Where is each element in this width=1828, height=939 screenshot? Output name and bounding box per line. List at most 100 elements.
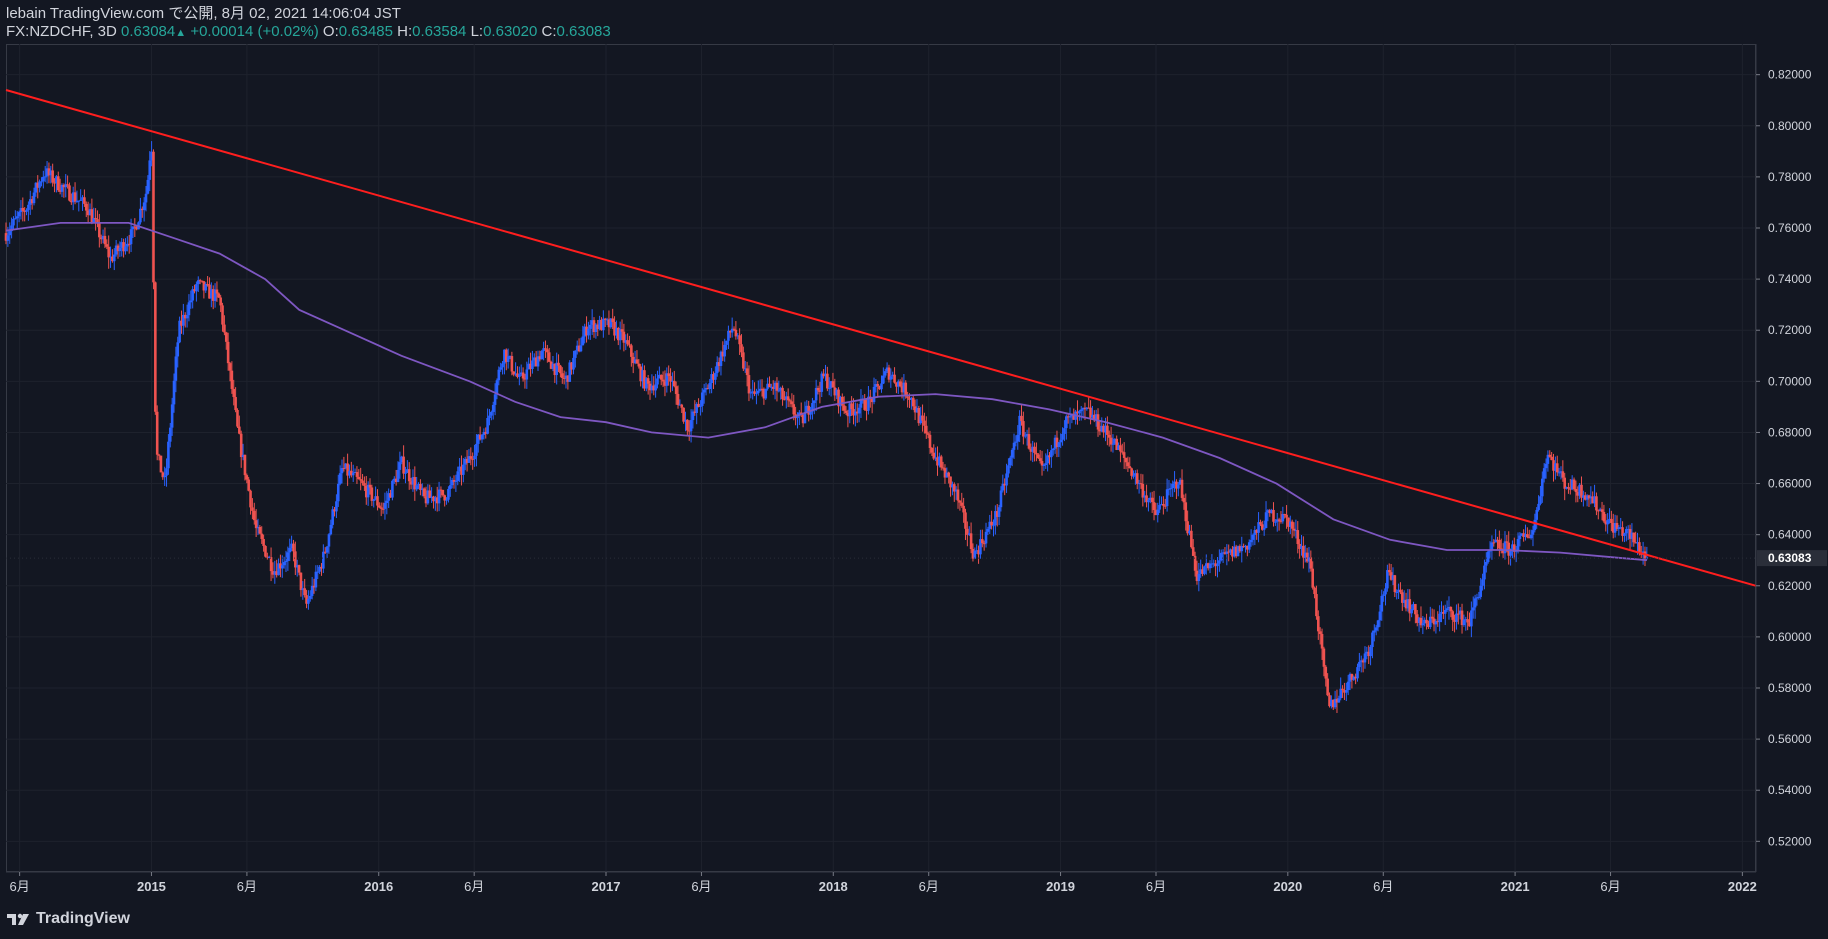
candle-body[interactable]	[1051, 448, 1055, 451]
candle-body[interactable]	[532, 357, 536, 361]
candle-body[interactable]	[1511, 544, 1514, 549]
candle-body[interactable]	[178, 320, 181, 343]
candle-body[interactable]	[560, 373, 564, 378]
candle-body[interactable]	[1537, 503, 1540, 510]
candle-body[interactable]	[1447, 606, 1451, 609]
candle-body[interactable]	[1436, 621, 1440, 623]
candle-body[interactable]	[1270, 509, 1273, 514]
candle-body[interactable]	[549, 361, 553, 369]
candle-body[interactable]	[1085, 407, 1089, 410]
candle-body[interactable]	[1417, 617, 1421, 623]
candle-body[interactable]	[206, 284, 209, 286]
candle-body[interactable]	[1165, 489, 1169, 507]
candle-body[interactable]	[1529, 534, 1533, 539]
candle-body[interactable]	[1499, 548, 1503, 550]
candle-body[interactable]	[1143, 495, 1146, 498]
candle-body[interactable]	[1229, 549, 1232, 553]
symbol-label[interactable]: FX:NZDCHF, 3D	[6, 23, 117, 40]
candle-body[interactable]	[1382, 594, 1385, 596]
candle-body[interactable]	[1393, 575, 1397, 593]
candle-body[interactable]	[613, 322, 616, 336]
candle-body[interactable]	[1318, 631, 1322, 634]
candle-body[interactable]	[1117, 445, 1120, 450]
candle-body[interactable]	[809, 411, 812, 415]
candle-body[interactable]	[577, 345, 581, 352]
candle-body[interactable]	[146, 179, 150, 194]
candle-body[interactable]	[1197, 573, 1201, 581]
candle-body[interactable]	[840, 396, 844, 406]
candle-body[interactable]	[859, 398, 863, 408]
candle-body[interactable]	[1389, 572, 1393, 580]
candle-body[interactable]	[344, 463, 348, 469]
candle-body[interactable]	[167, 441, 170, 469]
candle-body[interactable]	[47, 168, 51, 176]
candle-body[interactable]	[10, 225, 13, 232]
candle-body[interactable]	[796, 415, 799, 419]
candle-body[interactable]	[992, 525, 995, 527]
candle-body[interactable]	[551, 363, 555, 369]
candle-body[interactable]	[40, 181, 43, 183]
candle-body[interactable]	[1007, 465, 1010, 474]
candle-body[interactable]	[1247, 542, 1251, 550]
candle-body[interactable]	[1468, 622, 1471, 627]
candle-body[interactable]	[865, 409, 868, 411]
candle-body[interactable]	[374, 496, 377, 500]
candle-body[interactable]	[17, 212, 21, 217]
candle-body[interactable]	[1490, 542, 1494, 550]
candle-body[interactable]	[1466, 619, 1469, 623]
candle-body[interactable]	[490, 411, 493, 416]
candle-body[interactable]	[107, 246, 110, 258]
candle-body[interactable]	[165, 468, 168, 476]
candle-body[interactable]	[1399, 589, 1402, 593]
candle-body[interactable]	[1453, 619, 1456, 622]
candle-body[interactable]	[1414, 604, 1417, 615]
candle-body[interactable]	[1408, 599, 1412, 614]
candle-body[interactable]	[665, 373, 669, 386]
candle-body[interactable]	[437, 489, 441, 504]
candle-body[interactable]	[814, 387, 818, 401]
candle-body[interactable]	[1569, 488, 1572, 490]
candle-body[interactable]	[618, 329, 622, 341]
candle-body[interactable]	[223, 324, 226, 333]
candle-body[interactable]	[1048, 455, 1051, 458]
candle-body[interactable]	[1507, 542, 1511, 556]
candle-body[interactable]	[1251, 534, 1255, 540]
candle-body[interactable]	[1442, 611, 1445, 614]
candle-body[interactable]	[241, 454, 245, 458]
candle-body[interactable]	[1335, 698, 1339, 703]
candle-body[interactable]	[1492, 542, 1496, 544]
candle-body[interactable]	[1445, 608, 1449, 610]
candle-body[interactable]	[1326, 678, 1329, 696]
candle-body[interactable]	[1289, 521, 1292, 527]
candle-body[interactable]	[781, 387, 784, 400]
candle-body[interactable]	[895, 382, 898, 387]
candle-body[interactable]	[527, 363, 530, 370]
candle-body[interactable]	[1255, 530, 1258, 533]
candle-body[interactable]	[32, 192, 36, 204]
candle-body[interactable]	[1565, 487, 1568, 489]
candle-body[interactable]	[1464, 619, 1468, 621]
candle-body[interactable]	[1163, 505, 1167, 507]
candle-body[interactable]	[829, 381, 833, 388]
candle-body[interactable]	[854, 411, 857, 416]
candle-body[interactable]	[144, 193, 148, 203]
candle-body[interactable]	[758, 388, 762, 391]
candle-body[interactable]	[956, 489, 960, 501]
candle-body[interactable]	[581, 336, 585, 346]
candle-body[interactable]	[687, 430, 691, 432]
candle-body[interactable]	[83, 197, 86, 204]
candle-body[interactable]	[1307, 557, 1311, 562]
candle-body[interactable]	[977, 550, 980, 555]
candle-body[interactable]	[1369, 646, 1372, 657]
candle-body[interactable]	[788, 400, 792, 402]
candle-body[interactable]	[307, 598, 310, 604]
candle-body[interactable]	[1430, 616, 1434, 619]
candle-body[interactable]	[243, 454, 247, 476]
candle-body[interactable]	[934, 457, 937, 459]
candle-body[interactable]	[1094, 414, 1098, 421]
candle-body[interactable]	[1208, 563, 1212, 569]
candle-body[interactable]	[193, 289, 196, 292]
candle-body[interactable]	[1632, 532, 1636, 543]
candle-body[interactable]	[764, 388, 768, 399]
candle-body[interactable]	[1008, 457, 1012, 466]
